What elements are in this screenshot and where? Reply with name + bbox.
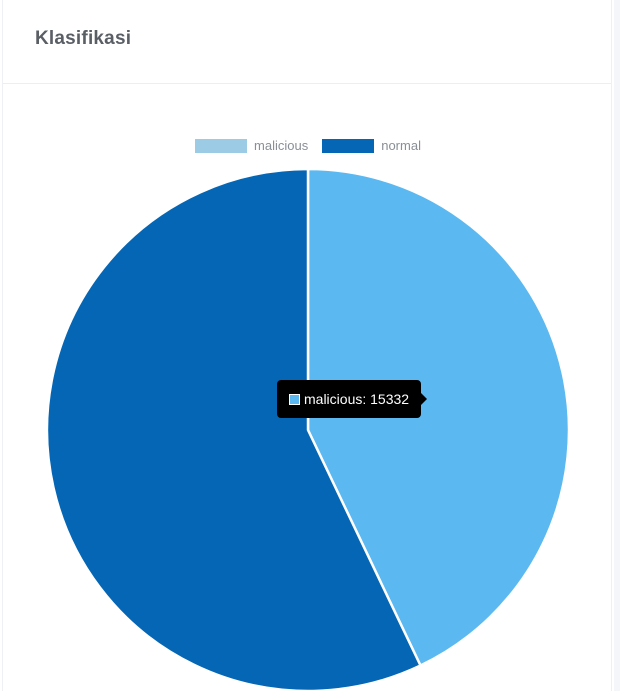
pie-slices (45, 167, 571, 691)
chart-tooltip: malicious: 15332 (277, 380, 428, 418)
legend-label-normal: normal (381, 138, 421, 153)
chart-legend: malicious normal (0, 138, 616, 153)
legend-swatch-normal (322, 138, 375, 153)
legend-item-malicious[interactable]: malicious (195, 138, 308, 153)
legend-swatch-malicious (195, 138, 248, 153)
card-header: Klasifikasi (3, 0, 611, 84)
tooltip-text: malicious: 15332 (304, 391, 410, 407)
pie-slice-malicious[interactable] (306, 167, 571, 668)
tooltip-swatch (289, 393, 300, 405)
legend-label-malicious: malicious (254, 138, 309, 153)
legend-item-normal[interactable]: normal (322, 138, 421, 153)
pie-slice-normal[interactable] (45, 167, 423, 691)
card-title: Klasifikasi (35, 28, 132, 49)
page-edge (614, 0, 620, 691)
